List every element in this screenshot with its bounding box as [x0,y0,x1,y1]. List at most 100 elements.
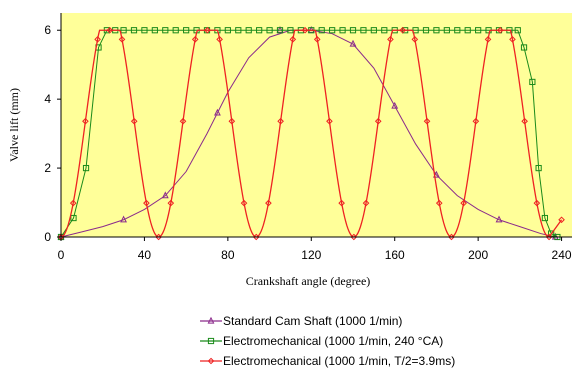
x-tick-label: 200 [468,248,488,262]
data-point-electromechanical-240ca [370,27,377,34]
data-point-electromechanical-240ca [475,27,482,34]
data-point-electromechanical-240ca [529,78,536,86]
data-point-electromechanical-240ca [443,27,450,34]
data-point-electromechanical-240ca [120,27,127,34]
data-point-electromechanical-t2 [496,26,504,34]
data-point-electromechanical-t2 [362,199,370,207]
legend-item-electromechanical-240ca: Electromechanical (1000 1/min, 240 °CA) [200,334,443,348]
data-point-standard-cam-shaft [120,215,127,223]
data-point-electromechanical-240ca [454,27,461,34]
series-layer [57,26,565,241]
data-point-electromechanical-240ca [381,27,388,34]
data-point-electromechanical-240ca [535,164,542,172]
data-point-electromechanical-240ca [287,27,294,34]
data-point-electromechanical-t2 [460,199,467,207]
data-point-electromechanical-240ca [70,214,77,222]
data-point-electromechanical-240ca [162,27,169,34]
data-point-electromechanical-t2 [118,36,126,43]
data-point-electromechanical-240ca [266,27,273,34]
data-point-electromechanical-240ca [433,27,440,34]
legend-item-electromechanical-t2: Electromechanical (1000 1/min, T/2=3.9ms… [200,354,455,368]
data-point-electromechanical-t2 [94,36,101,43]
data-point-electromechanical-240ca [141,27,148,34]
y-tick-label: 0 [44,230,51,244]
data-point-electromechanical-t2 [350,233,358,241]
y-tick-label: 6 [44,23,51,37]
data-point-electromechanical-t2 [387,36,394,43]
data-point-electromechanical-t2 [338,199,345,207]
data-point-electromechanical-240ca [360,27,367,34]
data-point-electromechanical-240ca [276,27,284,34]
x-tick-label: 40 [138,248,152,262]
data-point-electromechanical-t2 [179,117,187,125]
legend-marker-standard-cam-shaft [207,316,215,324]
data-point-electromechanical-240ca [224,27,231,34]
data-point-electromechanical-t2 [289,36,297,43]
data-point-electromechanical-240ca [520,44,528,51]
data-point-standard-cam-shaft [161,191,169,199]
data-point-electromechanical-240ca [464,27,471,34]
x-axis-title: Crankshaft angle (degree) [246,274,371,288]
data-point-electromechanical-t2 [399,26,406,34]
data-point-electromechanical-t2 [423,117,431,125]
data-point-electromechanical-240ca [318,27,325,34]
data-point-electromechanical-t2 [545,233,553,241]
data-point-electromechanical-t2 [301,26,309,34]
data-point-electromechanical-240ca [130,27,138,34]
data-point-electromechanical-240ca [172,27,179,34]
data-point-standard-cam-shaft [214,108,221,116]
data-point-electromechanical-240ca [541,214,548,222]
data-point-electromechanical-t2 [106,26,114,34]
data-point-electromechanical-240ca [256,27,263,34]
x-tick-label: 80 [221,248,235,262]
data-point-electromechanical-t2 [252,233,260,241]
data-point-electromechanical-240ca [183,27,190,34]
data-point-electromechanical-t2 [484,36,492,43]
data-point-electromechanical-t2 [191,36,199,43]
data-point-electromechanical-t2 [69,199,77,207]
data-point-electromechanical-t2 [313,36,321,43]
data-point-standard-cam-shaft [495,215,503,223]
data-point-electromechanical-t2 [228,117,236,125]
data-point-electromechanical-t2 [82,117,89,125]
data-point-electromechanical-240ca [245,27,252,34]
y-tick-label: 2 [44,161,51,175]
data-point-electromechanical-t2 [277,117,284,125]
legend-marker-electromechanical-t2 [207,357,215,365]
legend: Standard Cam Shaft (1000 1/min) Electrome… [200,314,455,368]
data-point-electromechanical-240ca [235,27,242,34]
series-electromechanical-t2 [57,26,565,241]
data-point-electromechanical-t2 [167,199,175,207]
data-point-electromechanical-t2 [265,199,272,207]
plot-area [61,13,572,237]
x-tick-label: 240 [552,248,572,262]
data-point-electromechanical-240ca [151,27,158,34]
legend-label-electromechanical-t2: Electromechanical (1000 1/min, T/2=3.9ms… [223,354,455,368]
data-point-electromechanical-t2 [472,117,480,125]
data-point-electromechanical-t2 [240,199,248,207]
data-point-electromechanical-t2 [204,26,211,34]
data-point-electromechanical-t2 [533,199,541,207]
data-point-electromechanical-240ca [422,27,430,34]
x-tick-label: 160 [385,248,405,262]
x-tick-label: 120 [301,248,321,262]
data-point-electromechanical-t2 [216,36,223,43]
data-point-electromechanical-t2 [509,36,516,43]
legend-marker-electromechanical-240ca [207,337,215,345]
legend-item-standard-cam-shaft: Standard Cam Shaft (1000 1/min) [200,314,402,328]
data-point-standard-cam-shaft [349,39,357,47]
tick-layer: 0 40 80 120 160 200 240 0 2 4 6 [44,23,572,262]
data-point-electromechanical-t2 [130,117,138,125]
data-point-electromechanical-t2 [143,199,150,207]
data-point-electromechanical-t2 [521,117,528,125]
data-point-standard-cam-shaft [391,101,399,109]
data-point-electromechanical-240ca [82,164,90,172]
legend-label-electromechanical-240ca: Electromechanical (1000 1/min, 240 °CA) [223,334,443,348]
data-point-electromechanical-240ca [514,27,521,34]
data-point-electromechanical-t2 [374,117,382,125]
data-point-electromechanical-240ca [339,27,346,34]
data-point-electromechanical-240ca [329,27,336,34]
data-point-electromechanical-t2 [448,233,455,241]
